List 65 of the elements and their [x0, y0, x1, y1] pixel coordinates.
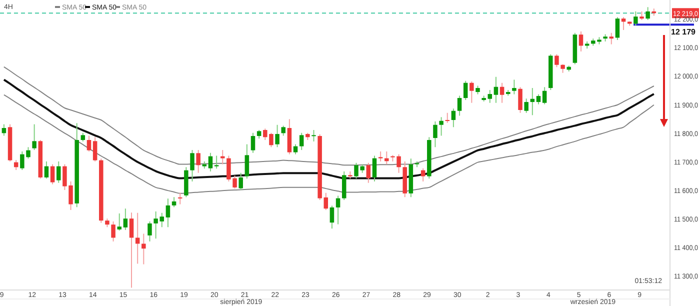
candlestick	[166, 198, 170, 228]
candlestick	[372, 155, 377, 182]
candlestick	[2, 124, 6, 136]
ref-line-label: 12 179	[671, 28, 696, 37]
candlestick	[293, 144, 298, 155]
candlestick	[190, 150, 194, 182]
candlestick	[609, 32, 614, 45]
candlestick	[646, 6, 650, 20]
candlestick	[178, 192, 182, 205]
candlestick	[281, 125, 286, 136]
candlestick	[238, 172, 243, 190]
candlestick	[634, 10, 638, 26]
candlestick	[384, 150, 389, 165]
candlestick	[542, 86, 547, 105]
candlestick	[92, 136, 98, 162]
candlestick	[578, 30, 584, 52]
candlestick	[244, 144, 250, 180]
candlestick	[451, 108, 456, 128]
candlestick	[536, 94, 541, 105]
candlestick	[117, 212, 122, 232]
candlestick	[433, 120, 438, 148]
candlestick	[111, 220, 116, 242]
candlestick	[299, 132, 304, 150]
candlestick	[439, 116, 444, 136]
candlestick	[250, 132, 256, 154]
candlestick	[148, 220, 152, 242]
candlestick	[330, 205, 334, 230]
candlestick	[208, 152, 213, 172]
candlestick	[56, 160, 61, 184]
candlestick	[32, 124, 36, 150]
candlestick	[142, 233, 146, 265]
candlestick	[554, 54, 559, 68]
candlestick	[457, 95, 462, 116]
candlestick	[129, 212, 134, 288]
candlestick	[172, 196, 176, 208]
candlestick	[621, 16, 626, 30]
candlestick	[530, 88, 535, 116]
candlestick	[220, 150, 225, 165]
candlestick	[494, 76, 498, 104]
candlestick	[154, 210, 158, 240]
candlestick	[518, 86, 522, 114]
candlestick	[196, 150, 200, 174]
candlestick	[342, 170, 346, 200]
candlestick	[86, 135, 92, 152]
candlestick	[420, 168, 426, 182]
candlestick	[135, 212, 140, 264]
candlestick	[324, 192, 328, 210]
candlestick	[615, 16, 620, 40]
candlestick	[470, 80, 474, 104]
candlestick	[378, 150, 383, 162]
candlestick	[50, 164, 55, 185]
candlestick	[366, 162, 371, 184]
candlestick	[488, 90, 492, 104]
candlestick	[336, 195, 340, 225]
candlestick	[160, 212, 164, 228]
candlestick	[445, 112, 450, 124]
candlestick	[275, 124, 280, 148]
candlestick	[524, 98, 528, 114]
candlestick	[312, 130, 316, 142]
candlestick	[123, 208, 128, 230]
candlestick	[500, 82, 504, 104]
candlestick	[512, 79, 516, 95]
candlestick	[463, 80, 468, 100]
candlestick	[214, 155, 219, 170]
candlestick	[44, 160, 49, 180]
